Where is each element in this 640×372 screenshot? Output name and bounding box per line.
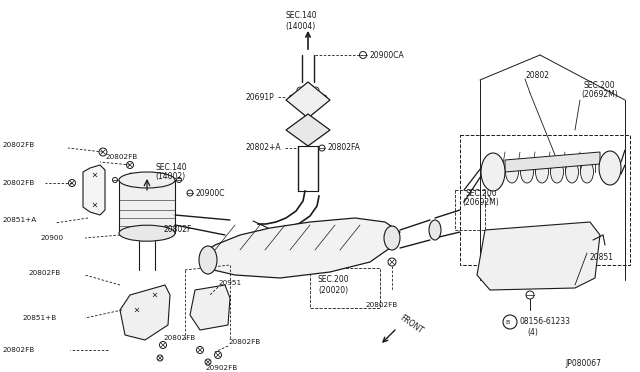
Ellipse shape: [119, 225, 175, 241]
Polygon shape: [200, 218, 400, 278]
Text: 20802FB: 20802FB: [2, 180, 35, 186]
Ellipse shape: [580, 161, 593, 183]
Text: (20020): (20020): [318, 286, 348, 295]
Ellipse shape: [429, 220, 441, 240]
Ellipse shape: [199, 246, 217, 274]
Ellipse shape: [566, 161, 579, 183]
Ellipse shape: [384, 226, 400, 250]
Text: (4): (4): [527, 327, 538, 337]
Text: (14002): (14002): [155, 173, 185, 182]
Ellipse shape: [481, 153, 505, 191]
Text: 20951: 20951: [218, 280, 241, 286]
Polygon shape: [477, 222, 600, 290]
Ellipse shape: [599, 151, 621, 185]
Text: 20900: 20900: [40, 235, 63, 241]
Text: 20802F: 20802F: [163, 225, 191, 234]
Ellipse shape: [536, 161, 548, 183]
Text: 20900CA: 20900CA: [370, 51, 404, 60]
Polygon shape: [286, 82, 330, 118]
Text: 20902FB: 20902FB: [205, 365, 237, 371]
Text: 20802FB: 20802FB: [228, 339, 260, 345]
Text: SEC.140: SEC.140: [285, 12, 317, 20]
Text: 20851: 20851: [590, 253, 614, 263]
Text: 20802FB: 20802FB: [163, 335, 195, 341]
Polygon shape: [286, 114, 330, 146]
Text: (14004): (14004): [285, 22, 316, 31]
Polygon shape: [505, 152, 600, 172]
Text: SEC.200: SEC.200: [465, 189, 497, 198]
Text: 08156-61233: 08156-61233: [520, 317, 571, 327]
Text: 20802FB: 20802FB: [105, 154, 137, 160]
Text: 20802FB: 20802FB: [2, 347, 35, 353]
Text: SEC.200: SEC.200: [584, 80, 616, 90]
Text: 20802FB: 20802FB: [365, 302, 397, 308]
Bar: [455, 190, 485, 230]
Text: 20802+A: 20802+A: [245, 144, 280, 153]
Text: 20900C: 20900C: [195, 189, 225, 198]
Bar: [119, 180, 175, 233]
Text: 20851+B: 20851+B: [22, 315, 56, 321]
Text: 20802FA: 20802FA: [328, 144, 361, 153]
Text: 20802FB: 20802FB: [28, 270, 60, 276]
Text: B: B: [506, 320, 510, 324]
Ellipse shape: [520, 161, 534, 183]
Ellipse shape: [506, 161, 518, 183]
Text: JP080067: JP080067: [565, 359, 601, 369]
Text: SEC.200: SEC.200: [318, 276, 349, 285]
Text: (20692M): (20692M): [462, 199, 499, 208]
Text: SEC.140: SEC.140: [155, 164, 187, 173]
Text: 20851+A: 20851+A: [2, 217, 36, 223]
Bar: [310, 268, 380, 308]
Polygon shape: [190, 285, 230, 330]
Polygon shape: [83, 165, 105, 215]
Text: (20692M): (20692M): [581, 90, 618, 99]
Text: FRONT: FRONT: [398, 313, 424, 335]
Text: 20802FB: 20802FB: [2, 142, 35, 148]
Polygon shape: [120, 285, 170, 340]
Bar: [460, 135, 630, 265]
Text: 20691P: 20691P: [245, 93, 274, 102]
Ellipse shape: [550, 161, 563, 183]
Ellipse shape: [119, 172, 175, 188]
Text: 20802: 20802: [525, 71, 549, 80]
